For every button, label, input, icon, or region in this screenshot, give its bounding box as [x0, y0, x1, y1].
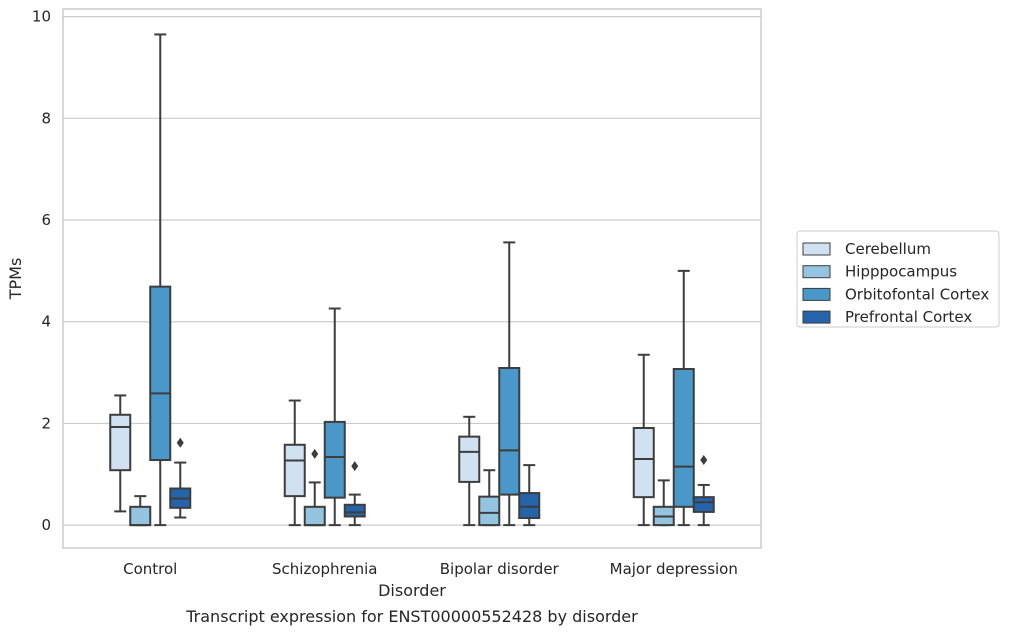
box-hipppocampus	[478, 469, 501, 527]
y-axis-label: TPMs	[6, 258, 25, 301]
box-hipppocampus	[129, 495, 152, 527]
box-prefrontal-cortex	[343, 461, 366, 527]
x-tick-label: Schizophrenia	[272, 560, 377, 578]
x-axis-label: Disorder	[378, 581, 446, 600]
box-cerebellum	[458, 415, 481, 527]
box-cerebellum	[109, 394, 132, 513]
legend-swatch	[802, 265, 831, 279]
chart-caption: Transcript expression for ENST0000055242…	[185, 607, 638, 626]
iqr-box	[323, 420, 346, 499]
legend-swatch	[802, 242, 831, 256]
iqr-box	[518, 492, 541, 519]
iqr-box	[109, 413, 132, 472]
x-tick-label: Major depression	[610, 560, 738, 578]
y-tick-label: 10	[32, 8, 51, 26]
iqr-box	[149, 285, 172, 462]
iqr-box	[458, 435, 481, 483]
legend-swatch	[802, 310, 831, 324]
x-tick-label: Bipolar disorder	[440, 560, 560, 578]
outlier-point	[700, 455, 708, 466]
box-orbitofontal-cortex	[672, 269, 695, 527]
legend-item: Prefrontal Cortex	[802, 308, 972, 326]
y-tick-label: 8	[41, 109, 51, 127]
box-orbitofontal-cortex	[498, 241, 521, 527]
legend-label: Hipppocampus	[845, 263, 957, 281]
iqr-box	[303, 505, 326, 527]
legend: Cerebellum Hipppocampus Orbitofontal Corte…	[796, 230, 1000, 328]
box-prefrontal-cortex	[169, 437, 192, 519]
box-cerebellum	[632, 353, 655, 527]
legend-frame	[796, 230, 1000, 328]
box-prefrontal-cortex	[692, 455, 715, 527]
box-cerebellum	[283, 399, 306, 527]
box-prefrontal-cortex	[518, 464, 541, 527]
iqr-box	[343, 503, 366, 518]
legend-item: Orbitofontal Cortex	[802, 285, 989, 303]
iqr-box	[283, 443, 306, 498]
x-tick-labels: Control Schizophrenia Bipolar disorder Majo…	[123, 560, 738, 578]
box-hipppocampus	[652, 479, 675, 527]
outlier-point	[176, 437, 184, 448]
y-tick-label: 4	[41, 313, 51, 331]
iqr-box	[498, 366, 521, 496]
legend-items: Cerebellum Hipppocampus Orbitofontal Corte…	[802, 240, 989, 326]
legend-label: Orbitofontal Cortex	[845, 285, 989, 303]
iqr-box	[692, 496, 715, 513]
y-tick-label: 2	[41, 414, 51, 432]
iqr-box	[129, 505, 152, 527]
box-hipppocampus	[303, 448, 326, 527]
box-marks	[109, 33, 715, 527]
legend-label: Prefrontal Cortex	[845, 308, 972, 326]
iqr-box	[478, 495, 501, 527]
y-tick-labels: 0 2 4 6 8 10	[32, 8, 51, 534]
y-tick-label: 0	[41, 516, 51, 534]
x-tick-label: Control	[123, 560, 177, 578]
box-orbitofontal-cortex	[323, 307, 346, 527]
y-tick-label: 6	[41, 211, 51, 229]
plot-frame	[62, 8, 762, 549]
legend-swatch	[802, 287, 831, 301]
legend-item: Hipppocampus	[802, 263, 957, 281]
outlier-point	[351, 461, 359, 472]
legend-label: Cerebellum	[845, 240, 931, 258]
box-orbitofontal-cortex	[149, 33, 172, 527]
legend-item: Cerebellum	[802, 240, 931, 258]
iqr-box	[632, 426, 655, 499]
outlier-point	[311, 448, 319, 459]
iqr-box	[672, 368, 695, 508]
